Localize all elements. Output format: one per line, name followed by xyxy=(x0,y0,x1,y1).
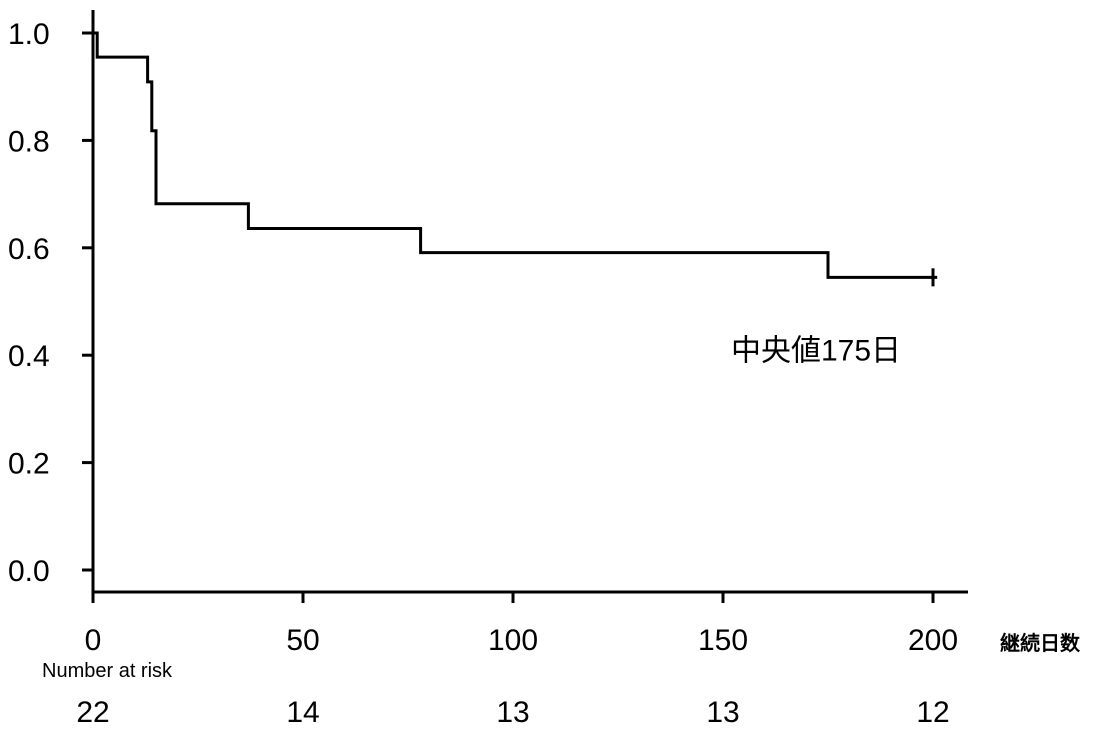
y-tick-label: 0.8 xyxy=(8,125,50,158)
risk-table-title: Number at risk xyxy=(42,660,173,682)
risk-count: 13 xyxy=(496,696,529,729)
y-tick-label: 0.2 xyxy=(8,448,50,481)
y-tick-label: 0.0 xyxy=(8,555,50,588)
x-tick-label: 150 xyxy=(698,624,748,657)
x-tick-label: 100 xyxy=(488,624,538,657)
x-tick-label: 0 xyxy=(85,624,102,657)
x-axis-label: 継続日数 xyxy=(1000,631,1081,655)
x-tick-label: 200 xyxy=(908,624,958,657)
risk-table-counts: 22 14 13 13 12 xyxy=(76,696,949,729)
x-tick-label: 50 xyxy=(286,624,319,657)
y-tick-label: 0.4 xyxy=(8,340,50,373)
y-tick-label: 0.6 xyxy=(8,233,50,266)
risk-count: 13 xyxy=(706,696,739,729)
risk-count: 22 xyxy=(76,696,109,729)
median-annotation: 中央値175日 xyxy=(731,335,901,368)
x-axis-ticks: 0 50 100 150 200 xyxy=(85,592,958,657)
y-axis-ticks: 0.0 0.2 0.4 0.6 0.8 1.0 xyxy=(8,18,93,588)
y-tick-label: 1.0 xyxy=(8,18,50,51)
risk-count: 12 xyxy=(916,696,949,729)
risk-count: 14 xyxy=(286,696,319,729)
survival-curve xyxy=(93,31,938,279)
